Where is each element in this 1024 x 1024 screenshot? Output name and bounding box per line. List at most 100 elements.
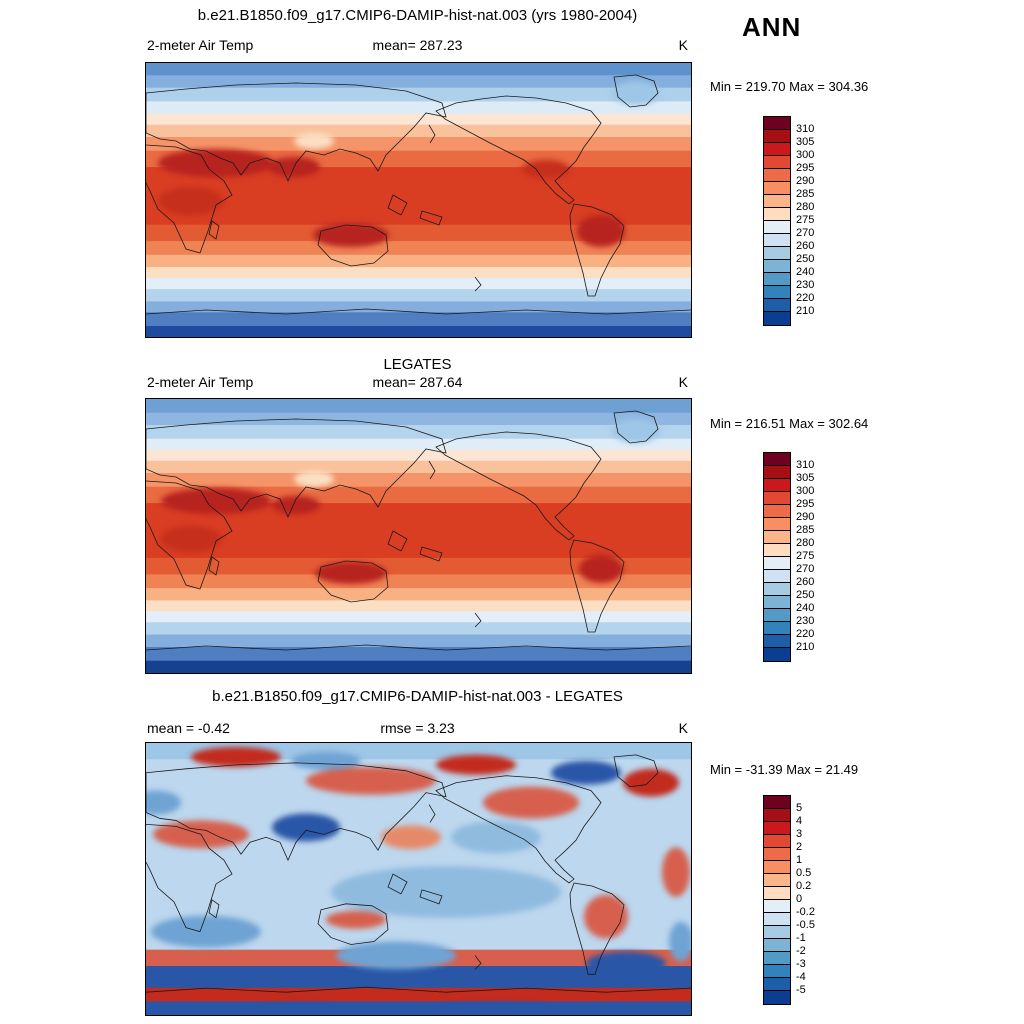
- colorbar-tick-label: 305: [796, 136, 815, 148]
- colorbar-cell: [764, 648, 790, 661]
- panel2-mean-label: mean= 287.64: [372, 374, 463, 390]
- colorbar-cell: [764, 796, 790, 809]
- colorbar-tick-label: 250: [796, 589, 815, 601]
- colorbar-cell: [764, 492, 790, 505]
- colorbar-tick-label: 3: [796, 828, 803, 840]
- colorbar-cell: [764, 570, 790, 583]
- colorbar-cell: [764, 609, 790, 622]
- panel1-mean-label: mean= 287.23: [372, 37, 463, 53]
- colorbar-cell: [764, 557, 790, 570]
- colorbar-tick-label: 0.5: [796, 867, 812, 879]
- colorbar-tick-label: 260: [796, 576, 815, 588]
- colorbar-cell: [764, 809, 790, 822]
- colorbar-tick-label: 285: [796, 188, 815, 200]
- colorbar-cell: [764, 221, 790, 234]
- colorbar-cell: [764, 544, 790, 557]
- colorbar-tick-label: 260: [796, 240, 815, 252]
- panel2-units-label: K: [678, 374, 688, 390]
- diff-title: b.e21.B1850.f09_g17.CMIP6-DAMIP-hist-nat…: [212, 688, 623, 705]
- colorbar-cell: [764, 622, 790, 635]
- colorbar-tick-label: 290: [796, 511, 815, 523]
- panel1-colorbar: [763, 116, 791, 326]
- colorbar-tick-label: 240: [796, 602, 815, 614]
- colorbar-cell: [764, 299, 790, 312]
- colorbar-cell: [764, 117, 790, 130]
- panel1-units-label: K: [678, 37, 688, 53]
- colorbar-tick-label: 270: [796, 227, 815, 239]
- colorbar-cell: [764, 453, 790, 466]
- panel3-colorbar-ticks: 5 4 3 2 1 0.5 0.2 0 -0.2 -0.5 -1 -2 -3 -4 -5: [796, 802, 840, 997]
- colorbar-cell: [764, 848, 790, 861]
- panel1-header: 2-meter Air Temp mean= 287.23 K: [145, 37, 690, 54]
- colorbar-cell: [764, 939, 790, 952]
- panel3-header: mean = -0.42 rmse = 3.23 K: [145, 720, 690, 737]
- colorbar-tick-label: 295: [796, 162, 815, 174]
- colorbar-cell: [764, 182, 790, 195]
- colorbar-cell: [764, 596, 790, 609]
- colorbar-cell: [764, 247, 790, 260]
- panel1-variable-label: 2-meter Air Temp: [147, 37, 254, 53]
- colorbar-cell: [764, 900, 790, 913]
- panel2-colorbar: [763, 452, 791, 662]
- colorbar-cell: [764, 822, 790, 835]
- panel2-minmax-label: Min = 216.51 Max = 302.64: [710, 416, 869, 431]
- colorbar-tick-label: -3: [796, 958, 806, 970]
- colorbar-cell: [764, 635, 790, 648]
- colorbar-tick-label: 210: [796, 641, 815, 653]
- colorbar-cell: [764, 143, 790, 156]
- panel1-minmax-label: Min = 219.70 Max = 304.36: [710, 79, 869, 94]
- panel1-colorbar-ticks: 310 305 300 295 290 285 280 275 270 260 250 240 230 2…: [796, 123, 840, 318]
- colorbar-cell: [764, 479, 790, 492]
- figure-title: b.e21.B1850.f09_g17.CMIP6-DAMIP-hist-nat…: [197, 7, 638, 24]
- colorbar-tick-label: -4: [796, 971, 806, 983]
- colorbar-tick-label: 0: [796, 893, 803, 905]
- colorbar-cell: [764, 156, 790, 169]
- panel1-map: [145, 62, 692, 338]
- colorbar-cell: [764, 130, 790, 143]
- colorbar-cell: [764, 466, 790, 479]
- colorbar-cell: [764, 978, 790, 991]
- colorbar-tick-label: 2: [796, 841, 803, 853]
- panel2-colorbar-ticks: 310 305 300 295 290 285 280 275 270 260 250 240 230 2…: [796, 459, 840, 654]
- colorbar-tick-label: -0.2: [796, 906, 815, 918]
- colorbar-tick-label: 310: [796, 123, 815, 135]
- panel3-rmse-label: rmse = 3.23: [380, 720, 455, 736]
- colorbar-cell: [764, 583, 790, 596]
- colorbar-tick-label: 250: [796, 253, 815, 265]
- colorbar-tick-label: 275: [796, 550, 815, 562]
- colorbar-tick-label: 4: [796, 815, 803, 827]
- colorbar-cell: [764, 861, 790, 874]
- colorbar-tick-label: 5: [796, 802, 803, 814]
- colorbar-tick-label: 270: [796, 563, 815, 575]
- colorbar-cell: [764, 208, 790, 221]
- colorbar-cell: [764, 991, 790, 1004]
- colorbar-tick-label: 300: [796, 485, 815, 497]
- panel3-units-label: K: [678, 720, 688, 736]
- colorbar-tick-label: 300: [796, 149, 815, 161]
- colorbar-cell: [764, 913, 790, 926]
- colorbar-tick-label: 220: [796, 628, 815, 640]
- panel2-header: 2-meter Air Temp mean= 287.64 K: [145, 374, 690, 391]
- colorbar-cell: [764, 965, 790, 978]
- colorbar-tick-label: -1: [796, 932, 806, 944]
- colorbar-tick-label: 230: [796, 615, 815, 627]
- colorbar-tick-label: 0.2: [796, 880, 812, 892]
- colorbar-tick-label: -5: [796, 984, 806, 996]
- coastline-outlines: [146, 410, 691, 651]
- season-label: ANN: [742, 12, 802, 42]
- colorbar-tick-label: 275: [796, 214, 815, 226]
- colorbar-tick-label: 210: [796, 305, 815, 317]
- coastline-outlines: [146, 74, 691, 315]
- colorbar-tick-label: 295: [796, 498, 815, 510]
- panel3-minmax-label: Min = -31.39 Max = 21.49: [710, 762, 859, 777]
- panel3-map: [145, 742, 692, 1016]
- colorbar-cell: [764, 887, 790, 900]
- coastline-outlines: [146, 754, 691, 993]
- panel3-colorbar: [763, 795, 791, 1005]
- colorbar-tick-label: 280: [796, 537, 815, 549]
- colorbar-tick-label: 240: [796, 266, 815, 278]
- colorbar-cell: [764, 273, 790, 286]
- colorbar-tick-label: 280: [796, 201, 815, 213]
- colorbar-cell: [764, 835, 790, 848]
